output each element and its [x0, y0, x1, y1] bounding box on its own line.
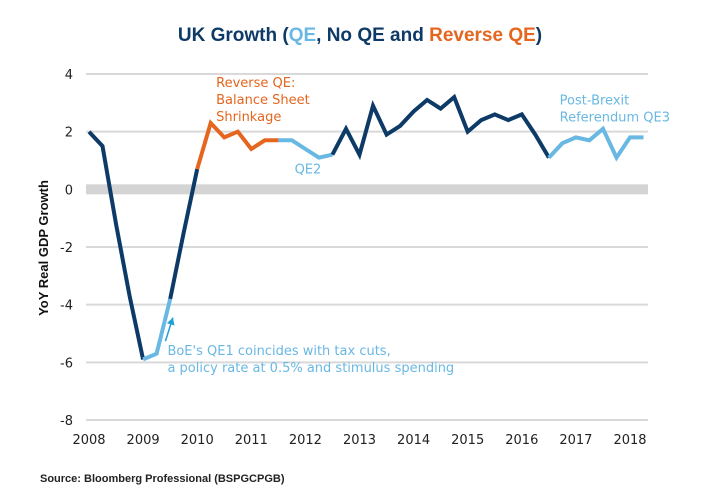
data-point [425, 98, 429, 102]
data-point [114, 222, 118, 226]
data-point [128, 294, 132, 298]
data-point [587, 138, 591, 142]
y-tick-label: -6 [60, 356, 73, 371]
y-tick-label: -8 [60, 414, 73, 429]
data-point [330, 153, 334, 157]
data-point [101, 144, 105, 148]
data-point [276, 138, 280, 142]
y-tick-label: 2 [65, 126, 73, 141]
data-point [141, 357, 145, 361]
annotation-reverse: Reverse QE: Balance Sheet Shrinkage [216, 76, 310, 125]
data-point [155, 352, 159, 356]
data-point [358, 153, 362, 157]
data-point [574, 135, 578, 139]
data-point [520, 112, 524, 116]
series-lines [87, 93, 646, 362]
data-point [439, 107, 443, 111]
data-point [547, 156, 551, 160]
data-point [222, 135, 226, 139]
x-tick-label: 2013 [343, 433, 376, 448]
annotation-line: Balance Sheet [216, 93, 310, 108]
series-segment-qe [547, 125, 644, 162]
data-point [412, 109, 416, 113]
x-tick-label: 2008 [72, 433, 105, 448]
annotation-line: a policy rate at 0.5% and stimulus spend… [167, 361, 454, 376]
data-point [642, 135, 646, 139]
x-tick-label: 2018 [613, 433, 646, 448]
data-point [493, 112, 497, 116]
annotation-line: Referendum QE3 [560, 110, 670, 125]
title-part: , No QE and [316, 25, 429, 46]
data-point [195, 167, 199, 171]
annotation-qe3: Post-Brexit Referendum QE3 [560, 93, 670, 125]
annotation-qe1: BoE's QE1 coincides with tax cuts, a poli… [167, 344, 454, 376]
data-point [506, 118, 510, 122]
series-segment-reverse-qe [195, 119, 279, 170]
annotation-line: Shrinkage [216, 110, 281, 125]
data-point [344, 127, 348, 131]
x-tick-label: 2017 [559, 433, 592, 448]
data-point [371, 104, 375, 108]
data-point [303, 147, 307, 151]
zero-band [86, 184, 648, 195]
annotations: Reverse QE: Balance Sheet Shrinkage QE2 Post… [164, 76, 670, 376]
data-point [601, 127, 605, 131]
data-point [317, 156, 321, 160]
x-tick-label: 2015 [451, 433, 484, 448]
annotation-line: Reverse QE: [216, 76, 295, 91]
x-tick-label: 2014 [397, 433, 430, 448]
series-segment-no-qe [330, 93, 551, 161]
chart-title: UK Growth (QE, No QE and Reverse QE) [178, 25, 542, 46]
x-tick-label: 2011 [235, 433, 268, 448]
data-point [168, 297, 172, 301]
title-part: ) [536, 25, 542, 46]
data-point [290, 138, 294, 142]
data-point [249, 147, 253, 151]
arrowhead-icon [166, 317, 175, 326]
x-tick-label: 2012 [289, 433, 322, 448]
source-note: Source: Bloomberg Professional (BSPGCPGB… [40, 473, 285, 485]
annotation-qe2: QE2 [295, 162, 322, 177]
series-segment-no-qe [168, 168, 200, 300]
data-point [236, 130, 240, 134]
x-tick-label: 2010 [181, 433, 214, 448]
series-segment-no-qe [87, 130, 146, 360]
data-point [628, 135, 632, 139]
title-part: UK Growth ( [178, 25, 289, 46]
series-segment-qe [278, 138, 333, 160]
series-segment-qe [142, 298, 173, 362]
annotation-line: BoE's QE1 coincides with tax cuts, [167, 344, 390, 359]
data-point [182, 231, 186, 235]
title-part: QE [289, 25, 316, 46]
y-tick-label: -4 [60, 299, 73, 314]
data-point [263, 138, 267, 142]
y-tick-label: 4 [65, 68, 73, 83]
data-point [385, 133, 389, 137]
data-point [452, 95, 456, 99]
x-tick-label: 2009 [127, 433, 160, 448]
annotation-line: Post-Brexit [560, 93, 630, 108]
x-axis-ticks: 2008 2009 2010 2011 2012 2013 2014 2015 2016 2017… [72, 433, 646, 448]
data-point [87, 130, 91, 134]
data-point [398, 124, 402, 128]
y-tick-label: -2 [60, 241, 73, 256]
data-point [533, 133, 537, 137]
data-point [560, 141, 564, 145]
title-part: Reverse QE [429, 25, 536, 46]
data-point [466, 130, 470, 134]
data-point [614, 156, 618, 160]
annotation-line: QE2 [295, 162, 322, 177]
data-point [479, 118, 483, 122]
y-axis-ticks: 4 2 0 -2 -4 -6 -8 [60, 68, 73, 429]
data-point [209, 121, 213, 125]
x-tick-label: 2016 [505, 433, 538, 448]
y-axis-label: YoY Real GDP Growth [36, 180, 51, 316]
y-tick-label: 0 [65, 183, 73, 198]
